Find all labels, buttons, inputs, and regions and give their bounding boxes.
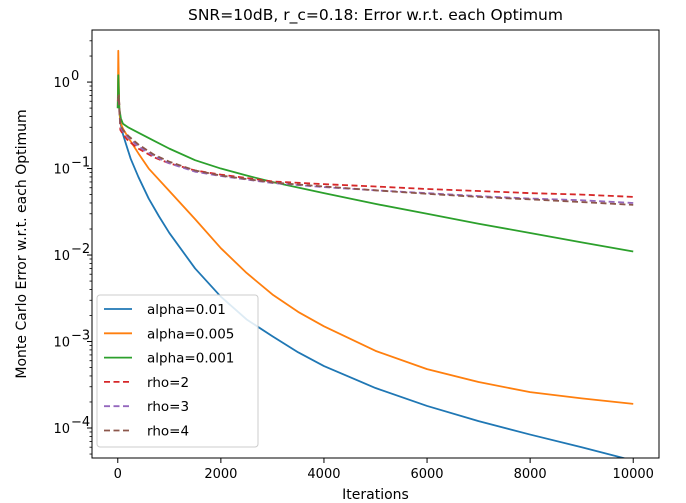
series-line-alpha=0.001: [116, 74, 634, 253]
y-tick-exponent: −2: [71, 242, 90, 257]
y-tick-label: 10: [53, 249, 70, 264]
legend-label: alpha=0.005: [147, 326, 234, 342]
y-tick-exponent: −1: [71, 156, 90, 171]
y-tick-exponent: 0: [71, 69, 79, 84]
y-tick-label: 10: [53, 422, 70, 437]
y-tick-exponent: −3: [71, 329, 90, 344]
legend: alpha=0.01 alpha=0.005 alpha=0.001 rho=2 rho…: [96, 294, 259, 448]
x-axis: 0 2000 4000 6000 8000 10000: [114, 458, 654, 482]
x-tick-label: 4000: [307, 467, 340, 482]
legend-label: alpha=0.01: [147, 302, 226, 318]
series-line-rho=4: [116, 94, 634, 206]
y-tick-exponent: −4: [71, 415, 90, 430]
series-line-alpha=0.005: [116, 49, 634, 405]
series-line-rho=2: [116, 94, 634, 198]
y-tick-label: 10: [53, 336, 70, 351]
chart-title: SNR=10dB, r_c=0.18: Error w.r.t. each Op…: [188, 6, 563, 25]
y-tick-label: 10: [53, 163, 70, 178]
x-tick-label: 2000: [204, 467, 237, 482]
legend-box: [96, 294, 259, 448]
x-tick-label: 6000: [410, 467, 443, 482]
x-tick-label: 8000: [514, 467, 547, 482]
legend-label: rho=2: [147, 375, 189, 391]
y-tick-label: 10: [53, 76, 70, 91]
legend-label: alpha=0.001: [147, 351, 234, 367]
axes-frame: [91, 29, 660, 459]
legend-label: rho=3: [147, 399, 189, 415]
x-tick-label: 10000: [613, 467, 654, 482]
legend-label: rho=4: [147, 424, 189, 440]
y-axis-label: Monte Carlo Error w.r.t. each Optimum: [14, 109, 30, 378]
x-axis-label: Iterations: [342, 487, 409, 503]
plot-lines: [116, 49, 634, 458]
x-tick-label: 0: [114, 467, 122, 482]
